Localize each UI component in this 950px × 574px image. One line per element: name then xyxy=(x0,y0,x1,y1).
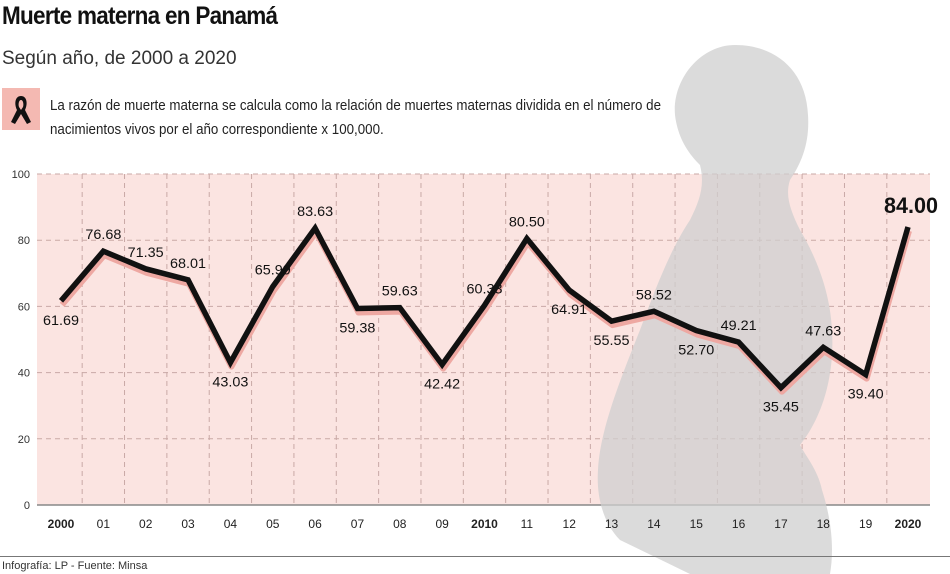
data-label: 39.40 xyxy=(848,386,884,402)
data-label: 84.00 xyxy=(884,193,938,218)
y-tick-label: 60 xyxy=(18,301,30,313)
y-tick-label: 80 xyxy=(18,235,30,247)
data-label: 42.42 xyxy=(424,376,460,392)
y-tick-label: 0 xyxy=(24,500,30,512)
series-line xyxy=(58,222,911,392)
x-tick-label: 15 xyxy=(690,517,704,531)
data-label: 52.70 xyxy=(678,342,714,358)
awareness-ribbon-icon xyxy=(2,88,40,130)
x-tick-label: 2020 xyxy=(895,517,922,531)
x-tick-label: 08 xyxy=(393,517,407,531)
x-tick-label: 12 xyxy=(563,517,577,531)
x-tick-label: 07 xyxy=(351,517,365,531)
x-tick-label: 11 xyxy=(521,517,534,531)
data-label: 58.52 xyxy=(636,286,672,302)
y-tick-label: 100 xyxy=(12,169,30,181)
data-label: 64.91 xyxy=(551,301,587,317)
data-label: 61.69 xyxy=(43,312,79,328)
y-tick-label: 20 xyxy=(18,434,30,446)
data-label: 80.50 xyxy=(509,214,545,230)
data-label: 43.03 xyxy=(212,374,248,390)
x-tick-label: 03 xyxy=(181,517,195,531)
data-label: 47.63 xyxy=(805,322,841,338)
data-label: 76.68 xyxy=(85,226,121,242)
data-label: 65.99 xyxy=(255,262,291,278)
data-label: 83.63 xyxy=(297,203,333,219)
footer-divider xyxy=(0,556,950,557)
chart-subtitle: Según año, de 2000 a 2020 xyxy=(2,48,237,69)
x-tick-label: 06 xyxy=(308,517,322,531)
x-tick-label: 09 xyxy=(435,517,449,531)
x-tick-label: 14 xyxy=(647,517,661,531)
x-tick-label: 04 xyxy=(224,517,238,531)
x-tick-label: 13 xyxy=(605,517,619,531)
x-tick-label: 19 xyxy=(859,517,873,531)
data-label: 55.55 xyxy=(594,332,630,348)
data-label: 71.35 xyxy=(128,244,164,260)
woman-silhouette xyxy=(597,45,833,574)
x-tick-label: 17 xyxy=(774,517,788,531)
x-tick-label: 2000 xyxy=(48,517,75,531)
chart-title: Muerte materna en Panamá xyxy=(2,2,278,30)
y-tick-label: 40 xyxy=(18,368,30,380)
x-tick-label: 16 xyxy=(732,517,746,531)
x-tick-label: 2010 xyxy=(471,517,498,531)
x-tick-label: 18 xyxy=(817,517,831,531)
data-label: 60.33 xyxy=(467,280,503,296)
definition-note: La razón de muerte materna se calcula co… xyxy=(50,98,662,138)
gridlines xyxy=(37,173,930,506)
data-label: 35.45 xyxy=(763,399,799,415)
data-label: 49.21 xyxy=(721,317,757,333)
source-credit: Infografía: LP - Fuente: Minsa xyxy=(2,560,148,572)
x-tick-label: 05 xyxy=(266,517,280,531)
x-tick-label: 01 xyxy=(97,517,111,531)
data-label: 59.63 xyxy=(382,283,418,299)
data-label: 59.38 xyxy=(339,319,375,335)
x-tick-label: 02 xyxy=(139,517,153,531)
data-label: 68.01 xyxy=(170,255,206,271)
